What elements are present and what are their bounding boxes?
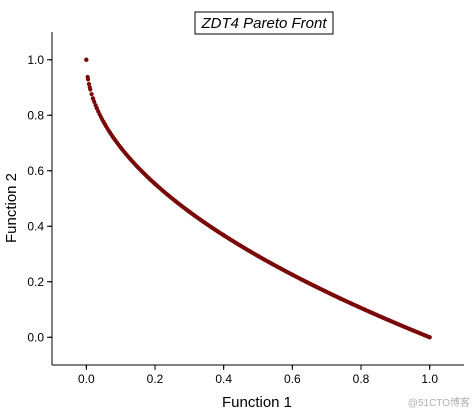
y-axis-ticks: 0.0 0.2 0.4 0.6 0.8 1.0	[27, 53, 52, 344]
data-point	[427, 335, 432, 340]
x-tick-label: 0.6	[284, 372, 301, 386]
data-point	[90, 96, 96, 101]
y-tick-label: 0.6	[27, 164, 44, 178]
x-tick-label: 0.8	[353, 372, 370, 386]
data-point	[89, 92, 94, 97]
data-point	[85, 74, 90, 80]
data-point	[88, 87, 93, 92]
y-tick-label: 0.2	[27, 275, 44, 289]
data-point	[93, 103, 98, 108]
data-point	[84, 57, 89, 62]
x-tick-label: 0.0	[78, 372, 95, 386]
x-axis-ticks: 0.0 0.2 0.4 0.6 0.8 1.0	[78, 365, 438, 386]
chart-title: ZDT4 Pareto Front	[200, 15, 327, 32]
x-tick-label: 0.2	[147, 372, 164, 386]
data-point	[86, 81, 92, 87]
x-tick-label: 1.0	[421, 372, 438, 386]
watermark-text: @51CTO博客	[408, 396, 470, 409]
data-points	[84, 57, 432, 340]
title-box: ZDT4 Pareto Front	[194, 11, 334, 35]
title-frame	[194, 11, 334, 35]
y-tick-label: 0.4	[27, 219, 44, 233]
x-axis-label: Function 1	[222, 394, 292, 411]
y-tick-label: 0.0	[27, 330, 44, 344]
y-tick-label: 1.0	[27, 53, 44, 67]
y-axis-label: Function 2	[3, 173, 20, 243]
axes	[51, 32, 464, 366]
x-tick-label: 0.4	[215, 372, 232, 386]
data-point	[92, 99, 97, 105]
y-tick-label: 0.8	[27, 108, 44, 122]
